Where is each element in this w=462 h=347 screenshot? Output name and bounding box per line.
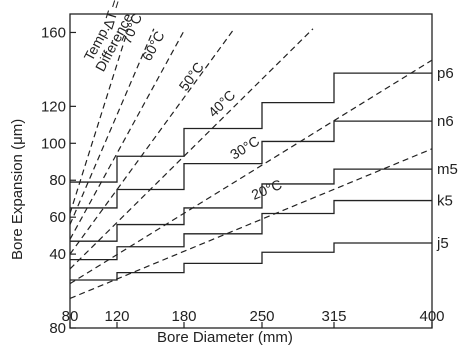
series-label-n6: n6 xyxy=(437,113,454,130)
temperature-line-20-c xyxy=(69,148,433,300)
x-tick-label-120: 120 xyxy=(104,308,129,325)
step-line-m5 xyxy=(70,168,432,242)
x-tick-label-315: 315 xyxy=(321,308,346,325)
y-tick-label-6: 160 xyxy=(41,24,66,41)
plot-frame xyxy=(69,13,433,329)
x-tick-label-250: 250 xyxy=(249,308,274,325)
x-tick-label-400: 400 xyxy=(419,308,444,325)
x-tick-label-80: 80 xyxy=(62,308,79,325)
temperature-line-70-c xyxy=(69,28,155,225)
temperature-line-50-c xyxy=(69,28,235,255)
y-tick-label-0: 80 xyxy=(49,320,66,337)
series-label-p6: p6 xyxy=(437,65,454,82)
tolerance-step-lines xyxy=(70,72,432,281)
y-tick-label-1: 40 xyxy=(49,246,66,263)
axis-ticks xyxy=(69,31,433,329)
temperature-line-40-c xyxy=(69,28,314,270)
step-line-j5 xyxy=(70,242,432,281)
series-label-m5: m5 xyxy=(437,161,458,178)
step-line-k5 xyxy=(70,199,432,261)
y-tick-label-3: 80 xyxy=(49,172,66,189)
step-line-p6 xyxy=(70,72,432,183)
y-tick-label-5: 120 xyxy=(41,98,66,115)
step-line-n6 xyxy=(70,120,432,209)
y-tick-label-2: 60 xyxy=(49,209,66,226)
x-axis-title: Bore Diameter (mm) xyxy=(157,329,293,346)
x-tick-label-180: 180 xyxy=(171,308,196,325)
series-label-k5: k5 xyxy=(437,193,453,210)
y-tick-label-4: 100 xyxy=(41,135,66,152)
series-label-j5: j5 xyxy=(436,235,449,252)
y-axis-title: Bore Expansion (μm) xyxy=(9,119,26,260)
